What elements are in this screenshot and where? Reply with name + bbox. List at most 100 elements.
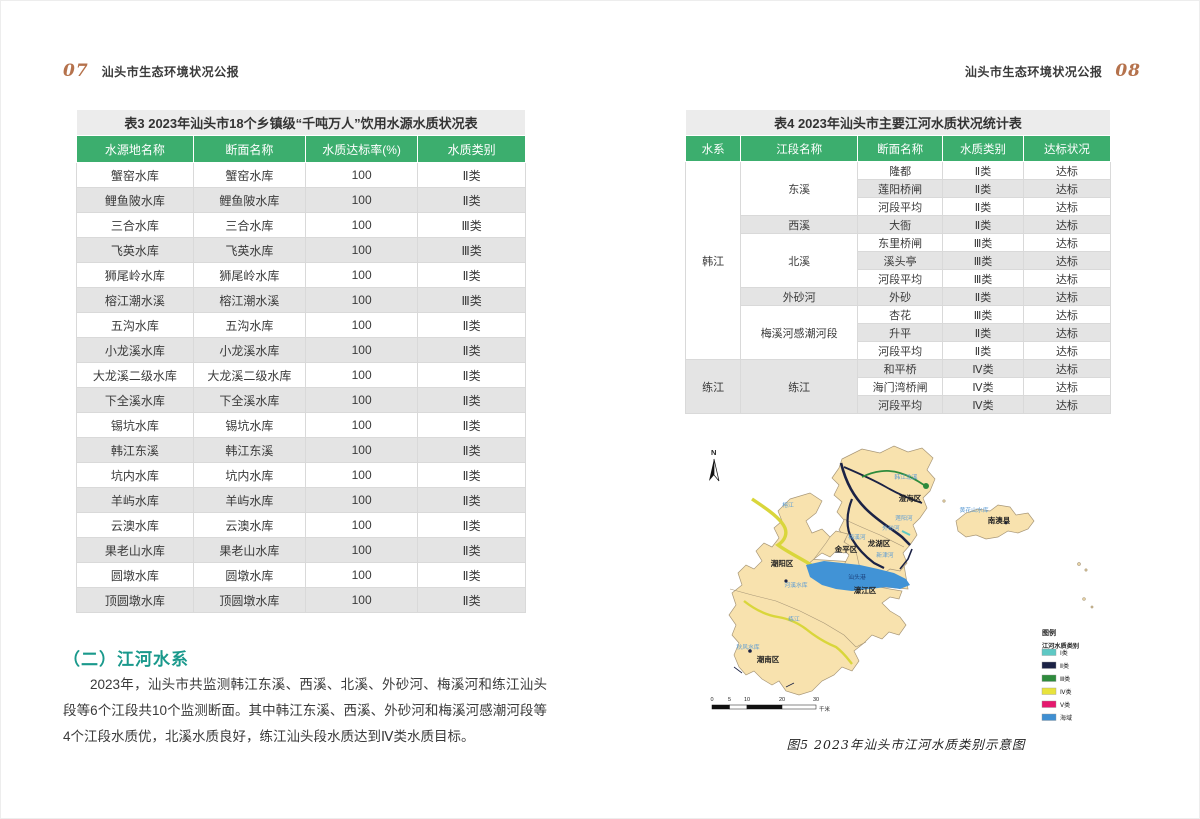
table-cell: 达标 — [1022, 287, 1112, 306]
table-cell: 100 — [304, 337, 419, 363]
table-cell: 五沟水库 — [192, 312, 306, 338]
table-cell: 河段平均 — [857, 269, 944, 288]
water-label: 新津河 — [876, 551, 894, 559]
table-cell: Ⅱ类 — [417, 462, 526, 488]
legend-swatch — [1041, 648, 1057, 656]
table-cell: 100 — [304, 587, 419, 613]
table-cell: 圆墩水库 — [76, 562, 194, 588]
table-cell: 果老山水库 — [76, 537, 194, 563]
table-cell: 顶圆墩水库 — [76, 587, 194, 613]
scale-tick-label: 10 — [744, 697, 750, 703]
district-boundary — [813, 536, 831, 560]
nanao-island — [955, 504, 1035, 540]
north-arrow-icon — [709, 459, 714, 481]
table4-col-header: 水系 — [684, 135, 742, 162]
table-row: 莲阳桥闸 Ⅱ类 达标 — [686, 179, 1112, 198]
table-cell: 坑内水库 — [76, 462, 194, 488]
table-row: 下全溪水库 下全溪水库 100 Ⅱ类 — [76, 387, 526, 413]
table3-col-header: 水质类别 — [417, 135, 526, 163]
table-cell: 韩江 — [684, 161, 742, 360]
reservoir-mark — [784, 579, 788, 583]
table-cell: 飞英水库 — [76, 237, 194, 263]
beixi-green-end — [923, 483, 929, 489]
table-row: 大龙溪二级水库 大龙溪二级水库 100 Ⅱ类 — [76, 362, 526, 388]
table4-col-header: 水质类别 — [942, 135, 1024, 162]
table-cell: Ⅱ类 — [942, 215, 1024, 234]
table-cell: 河段平均 — [857, 395, 944, 414]
table-cell: Ⅱ类 — [417, 337, 526, 363]
table-cell: 韩江东溪 — [192, 437, 306, 463]
water-label: 河溪水库 — [784, 581, 807, 589]
table-cell: 大龙溪二级水库 — [76, 362, 194, 388]
table-cell: 100 — [304, 312, 419, 338]
table3-col-header: 水源地名称 — [76, 135, 194, 163]
table-cell: 达标 — [1022, 269, 1112, 288]
table-cell: 100 — [304, 562, 419, 588]
left-page-number: 07 — [63, 61, 89, 81]
table-cell: 羊屿水库 — [192, 487, 306, 513]
table-cell: Ⅲ类 — [417, 237, 526, 263]
legend-swatch — [1041, 687, 1057, 695]
stream-mark — [733, 666, 795, 688]
table-cell: 下全溪水库 — [76, 387, 194, 413]
table-cell: 达标 — [1022, 215, 1112, 234]
district-label: 濠江区 — [854, 585, 877, 595]
table4-col-header: 断面名称 — [857, 135, 944, 162]
table-row: 韩江 东溪 隆都 Ⅱ类 达标 — [684, 161, 1112, 360]
table-cell: Ⅲ类 — [417, 212, 526, 238]
table-row: 顶圆墩水库 顶圆墩水库 100 Ⅱ类 — [76, 587, 526, 613]
table-row: 河段平均 Ⅱ类 达标 — [686, 197, 1112, 216]
islet — [1084, 568, 1088, 572]
left-report-title: 汕头市生态环境状况公报 — [101, 65, 240, 79]
district-label: 潮阳区 — [771, 558, 794, 568]
table-cell: 东溪 — [740, 161, 859, 216]
table-row: 锡坑水库 锡坑水库 100 Ⅱ类 — [76, 412, 526, 438]
table-row: 三合水库 三合水库 100 Ⅲ类 — [76, 212, 526, 238]
table-cell: 达标 — [1022, 323, 1112, 342]
table-row: 外砂河 外砂 Ⅱ类 达标 — [686, 287, 1112, 306]
table-cell: 100 — [304, 462, 419, 488]
table-row: 圆墩水库 圆墩水库 100 Ⅱ类 — [76, 562, 526, 588]
table4-col-header: 江段名称 — [740, 135, 859, 162]
table-cell: 五沟水库 — [76, 312, 194, 338]
legend-label: Ⅰ类 — [1060, 649, 1068, 657]
table-cell: Ⅱ类 — [417, 512, 526, 538]
islet — [942, 499, 946, 503]
table-cell: 顶圆墩水库 — [192, 587, 306, 613]
table-cell: 河段平均 — [857, 197, 944, 216]
table-cell: 杏花 — [857, 305, 944, 324]
table-cell: 100 — [304, 212, 419, 238]
table-cell: 达标 — [1022, 359, 1112, 378]
table-cell: 100 — [304, 237, 419, 263]
water-label: 秋风水库 — [736, 643, 759, 651]
hanjiang-xixi — [846, 498, 885, 569]
legend-label: Ⅱ类 — [1060, 662, 1069, 670]
table4-river-quality: 表4 2023年汕头市主要江河水质状况统计表 水系 江段名称 断面名称 水质类别… — [684, 109, 1112, 414]
table-cell: 达标 — [1022, 251, 1112, 270]
table-row: 河段平均 Ⅳ类 达标 — [686, 395, 1112, 414]
north-arrow-icon — [713, 458, 720, 482]
table-row: 坑内水库 坑内水库 100 Ⅱ类 — [76, 462, 526, 488]
table-cell: Ⅱ类 — [942, 287, 1024, 306]
table4-body: 韩江 东溪 隆都 Ⅱ类 达标 莲阳桥闸 Ⅱ类 达标 河段平均 Ⅱ类 达标 西溪 大衙 Ⅱ类 达标 北溪 东里桥闸… — [684, 161, 1112, 414]
table-cell: 海门湾桥闸 — [857, 377, 944, 396]
table-cell: 达标 — [1022, 233, 1112, 252]
water-label: 韩江北溪 — [894, 473, 917, 481]
table-cell: 下全溪水库 — [192, 387, 306, 413]
table-cell: 锡坑水库 — [76, 412, 194, 438]
reservoir-mark — [1004, 521, 1008, 525]
table-cell: 北溪 — [740, 233, 859, 288]
section-paragraph: 2023年，汕头市共监测韩江东溪、西溪、北溪、外砂河、梅溪河和练江汕头段等6个江… — [63, 677, 547, 744]
table-cell: 小龙溪水库 — [76, 337, 194, 363]
water-label: 莲阳河 — [895, 514, 913, 522]
left-page-header: 07 汕头市生态环境状况公报 — [63, 61, 239, 81]
table-cell: 达标 — [1022, 197, 1112, 216]
district-label: 南澳县 — [988, 515, 1011, 525]
table-cell: 飞英水库 — [192, 237, 306, 263]
table-row: 云澳水库 云澳水库 100 Ⅱ类 — [76, 512, 526, 538]
scale-tick-label: 20 — [779, 697, 785, 703]
table-cell: Ⅱ类 — [417, 362, 526, 388]
lianjiang-river — [743, 600, 853, 665]
table-cell: 达标 — [1022, 179, 1112, 198]
shantou-harbor — [806, 561, 910, 591]
